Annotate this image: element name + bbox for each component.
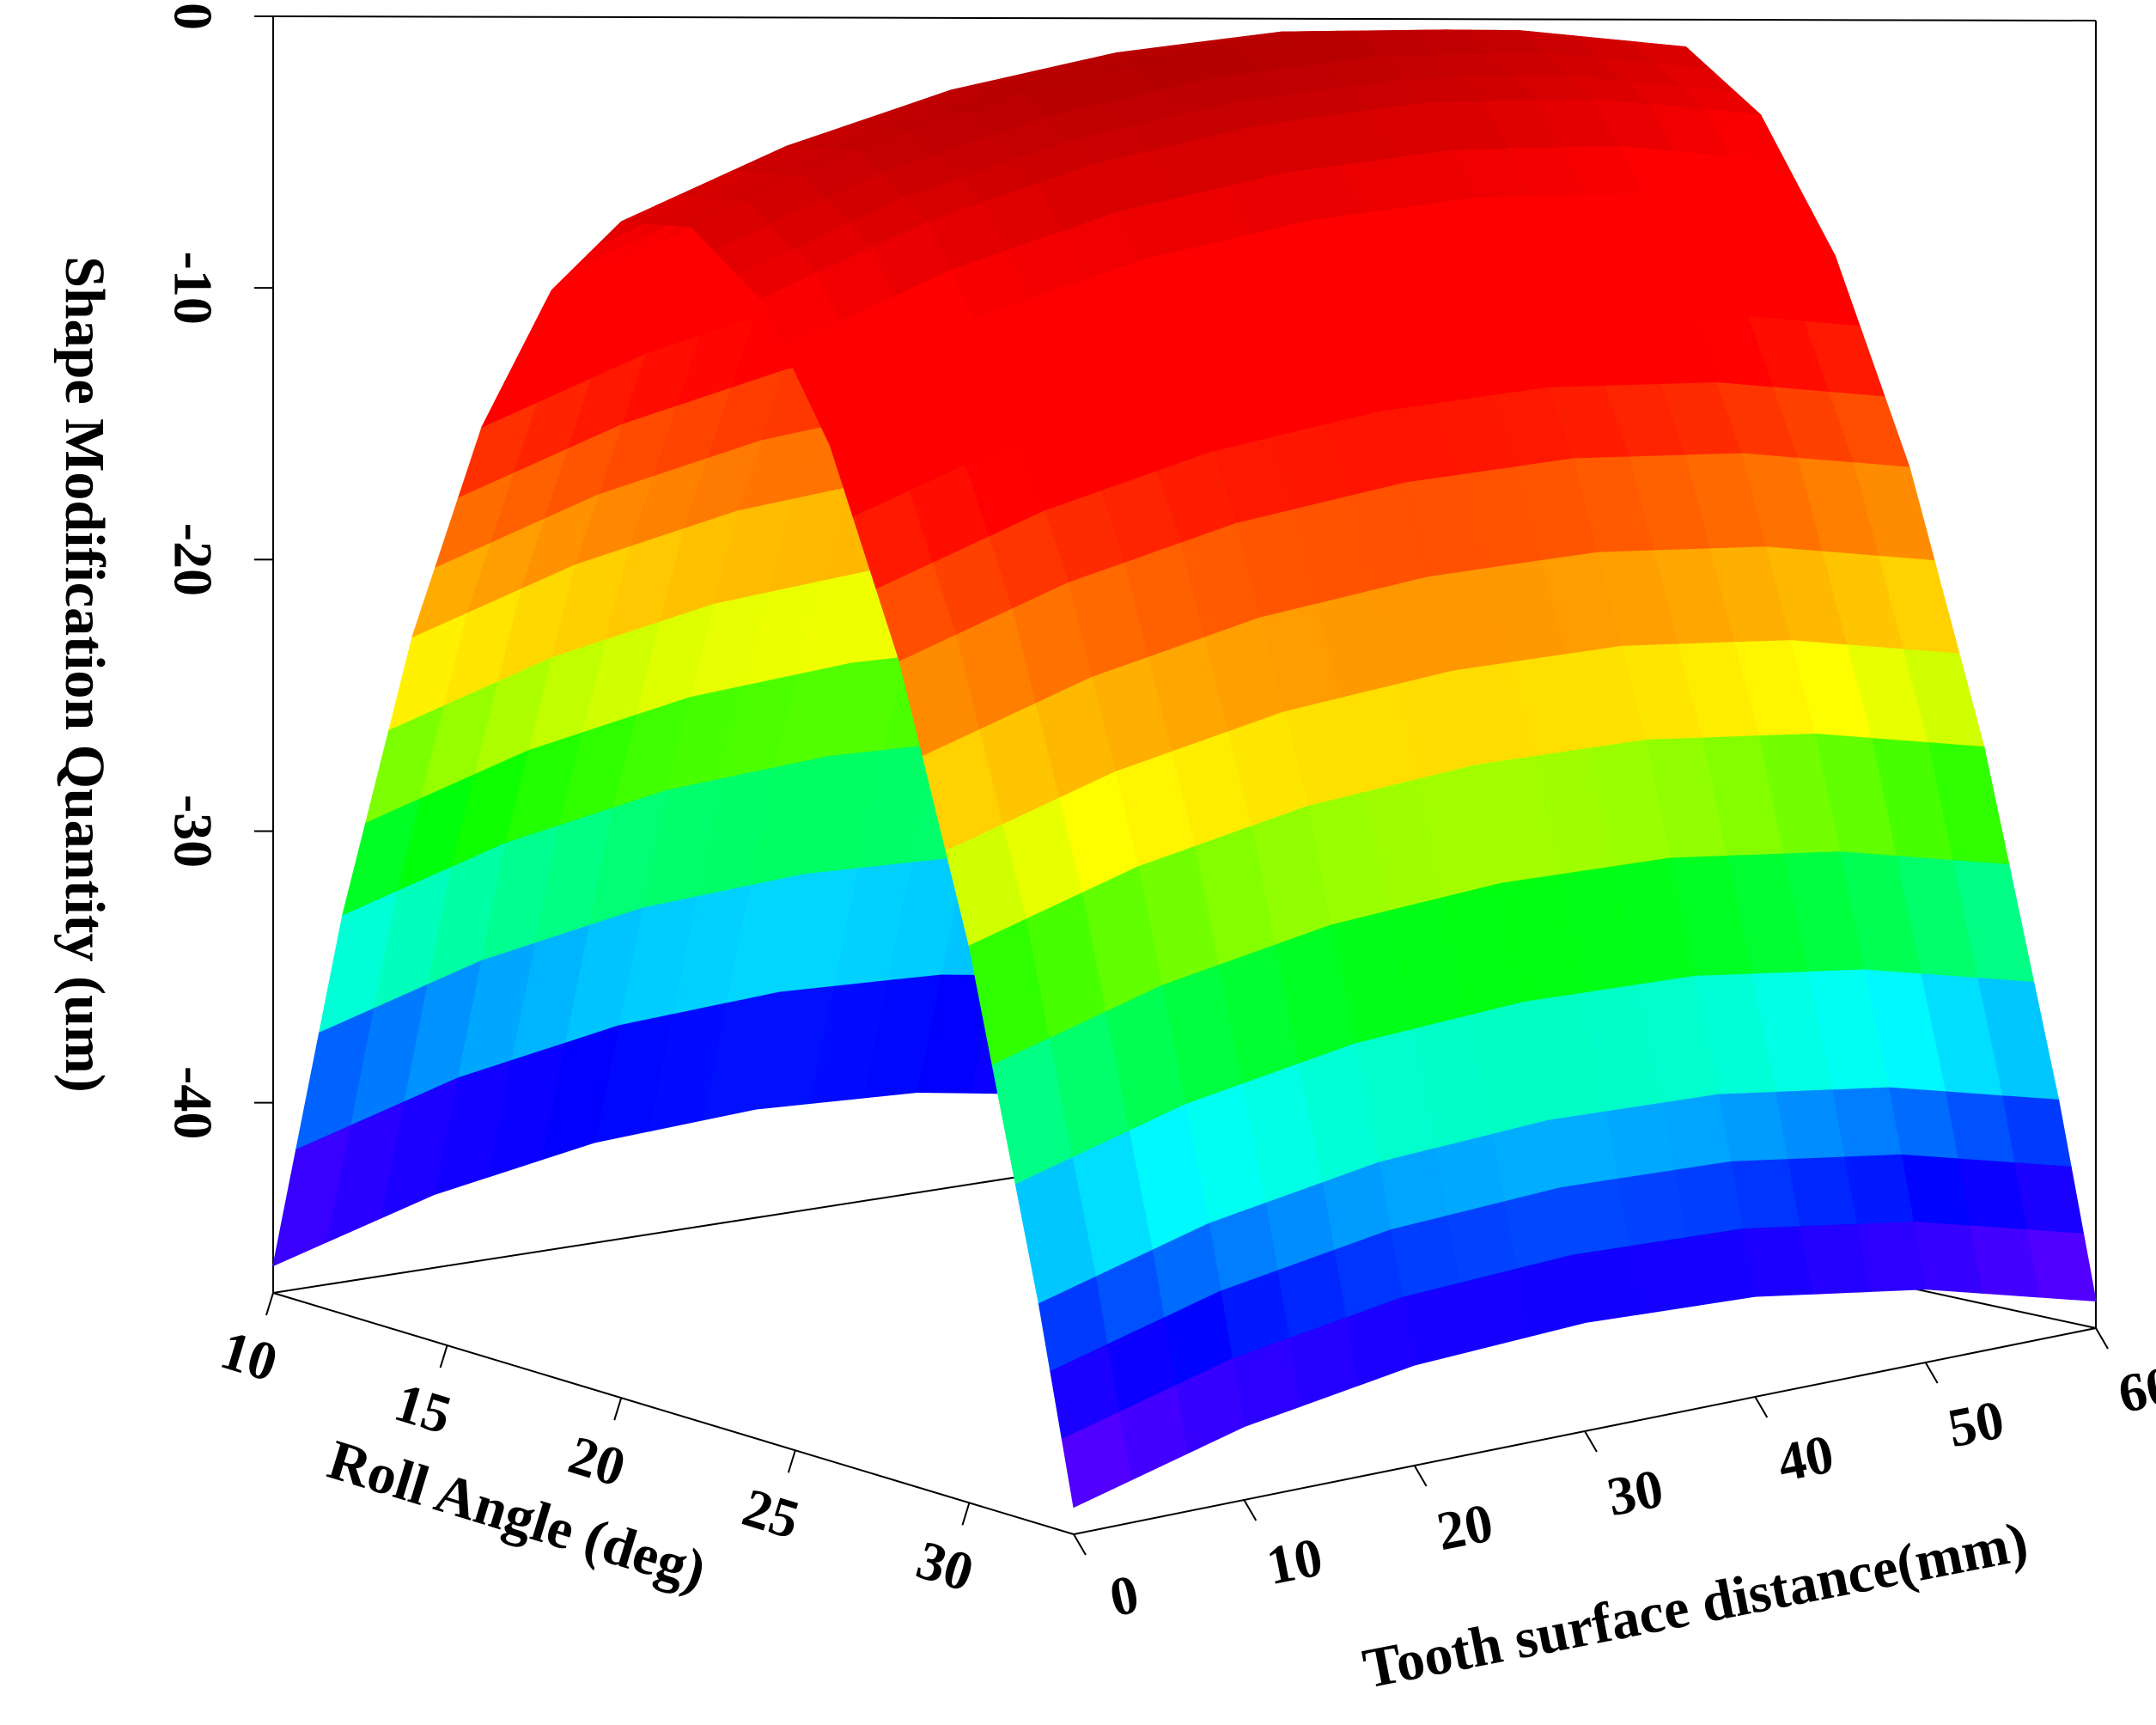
- surface: [272, 29, 2097, 1509]
- x-tick-label: 0: [1105, 1563, 1143, 1628]
- top-edge: [272, 15, 2097, 21]
- x-tick-label: 10: [1262, 1526, 1327, 1596]
- y-tick-label: 20: [562, 1423, 632, 1498]
- surface-patch: [1515, 1254, 1586, 1338]
- surface-patch: [1402, 1283, 1472, 1366]
- surface-patch: [1459, 1268, 1529, 1352]
- axes: [265, 1292, 2109, 1556]
- y-tick: [787, 1449, 796, 1473]
- x-tick: [1584, 1430, 1598, 1453]
- x-tick: [2095, 1327, 2109, 1350]
- y-tick-label: 10: [214, 1319, 284, 1393]
- surface-patch: [1390, 1215, 1460, 1299]
- surface-patch: [1378, 1148, 1448, 1231]
- surface-patch: [1446, 1201, 1517, 1284]
- z-tick-label: -30: [162, 795, 223, 868]
- x-tick-label: 40: [1773, 1423, 1838, 1493]
- y-tick-label: 25: [736, 1476, 807, 1551]
- z-tick-label: -20: [162, 523, 223, 596]
- z-axis-title: Shape Modification Quantity (um): [53, 256, 116, 1093]
- y-tick: [613, 1397, 623, 1421]
- surface-patch: [1061, 1411, 1131, 1509]
- x-tick-label: 20: [1432, 1491, 1497, 1562]
- x-tick: [1413, 1465, 1428, 1487]
- x-tick-label: 50: [1943, 1388, 2008, 1459]
- y-tick: [439, 1344, 448, 1368]
- z-tick-label: -40: [162, 1066, 223, 1139]
- z-tick-label: 0: [162, 3, 223, 30]
- y-axis-title: Roll Angle (deg): [321, 1429, 713, 1603]
- y-tick-label: 30: [910, 1529, 980, 1604]
- x-tick-label: 30: [1603, 1457, 1668, 1527]
- y-tick: [265, 1292, 274, 1316]
- y-tick: [961, 1503, 971, 1526]
- x-tick: [1754, 1396, 1769, 1418]
- x-tick: [1243, 1499, 1258, 1521]
- x-tick: [1073, 1533, 1087, 1556]
- z-tick-label: -10: [162, 252, 223, 325]
- x-tick-label: 60: [2114, 1354, 2156, 1424]
- y-tick-label: 15: [388, 1371, 459, 1446]
- x-tick: [1924, 1362, 1939, 1384]
- y-axis-line: [272, 1292, 1075, 1535]
